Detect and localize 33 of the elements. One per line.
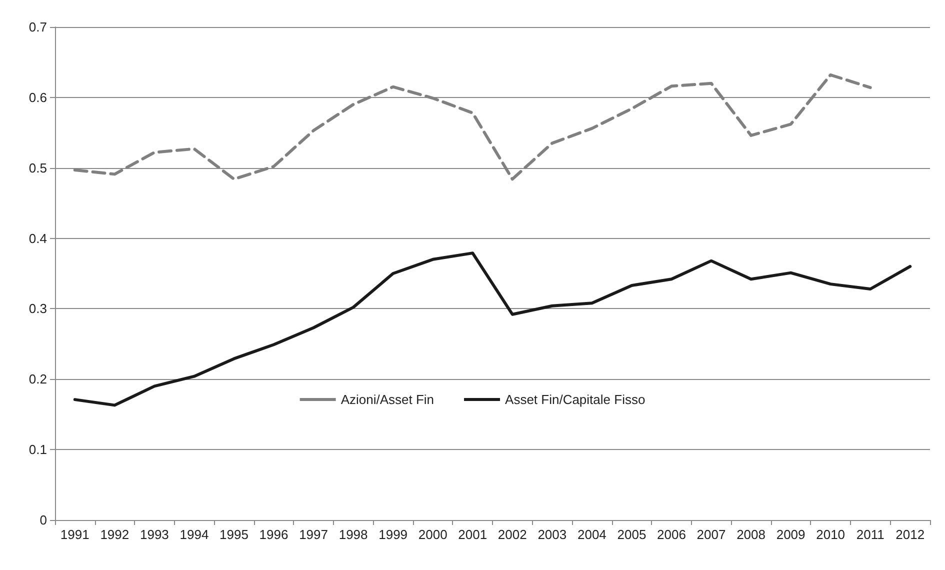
- y-tick-label: 0.4: [28, 230, 47, 246]
- x-tick-label: 1999: [378, 527, 408, 542]
- legend-label: Asset Fin/Capitale Fisso: [505, 392, 646, 407]
- x-tick-label: 2007: [696, 527, 726, 542]
- y-tick-label: 0.1: [28, 442, 47, 458]
- y-tick-label: 0.7: [28, 20, 47, 34]
- legend-label: Azioni/Asset Fin: [340, 392, 434, 407]
- x-tick-label: 1995: [220, 527, 248, 542]
- x-tick-label: 2000: [418, 527, 448, 542]
- x-tick-label: 2012: [896, 527, 925, 542]
- line-series: [73, 252, 912, 407]
- x-tick-label: 1991: [60, 527, 90, 542]
- y-tick-label: 0.2: [28, 372, 47, 387]
- x-tick-label: 2001: [458, 527, 488, 542]
- x-tick-label: 2008: [736, 527, 766, 542]
- x-tick-label: 1992: [100, 527, 130, 542]
- x-tick-label: 2011: [856, 527, 884, 542]
- x-tick-label: 2002: [498, 527, 527, 542]
- x-tick-label: 1994: [180, 527, 209, 542]
- x-tick-label: 2006: [657, 527, 686, 542]
- x-tick-label: 2009: [776, 527, 806, 542]
- x-tick-label: 1993: [140, 527, 169, 542]
- x-tick-label: 1996: [259, 527, 288, 542]
- y-tick-label: 0.5: [28, 160, 47, 176]
- x-tick-label: 2003: [538, 527, 567, 542]
- y-tick-label: 0.6: [28, 90, 47, 105]
- y-tick-label: 0.3: [28, 301, 47, 316]
- x-tick-label: 1998: [338, 527, 368, 542]
- y-tick-label: 0: [40, 512, 47, 528]
- x-tick-label: 2005: [617, 527, 646, 542]
- x-tick-label: 1997: [299, 527, 328, 542]
- x-tick-label: 2010: [816, 527, 846, 542]
- x-tick-label: 2004: [577, 527, 606, 542]
